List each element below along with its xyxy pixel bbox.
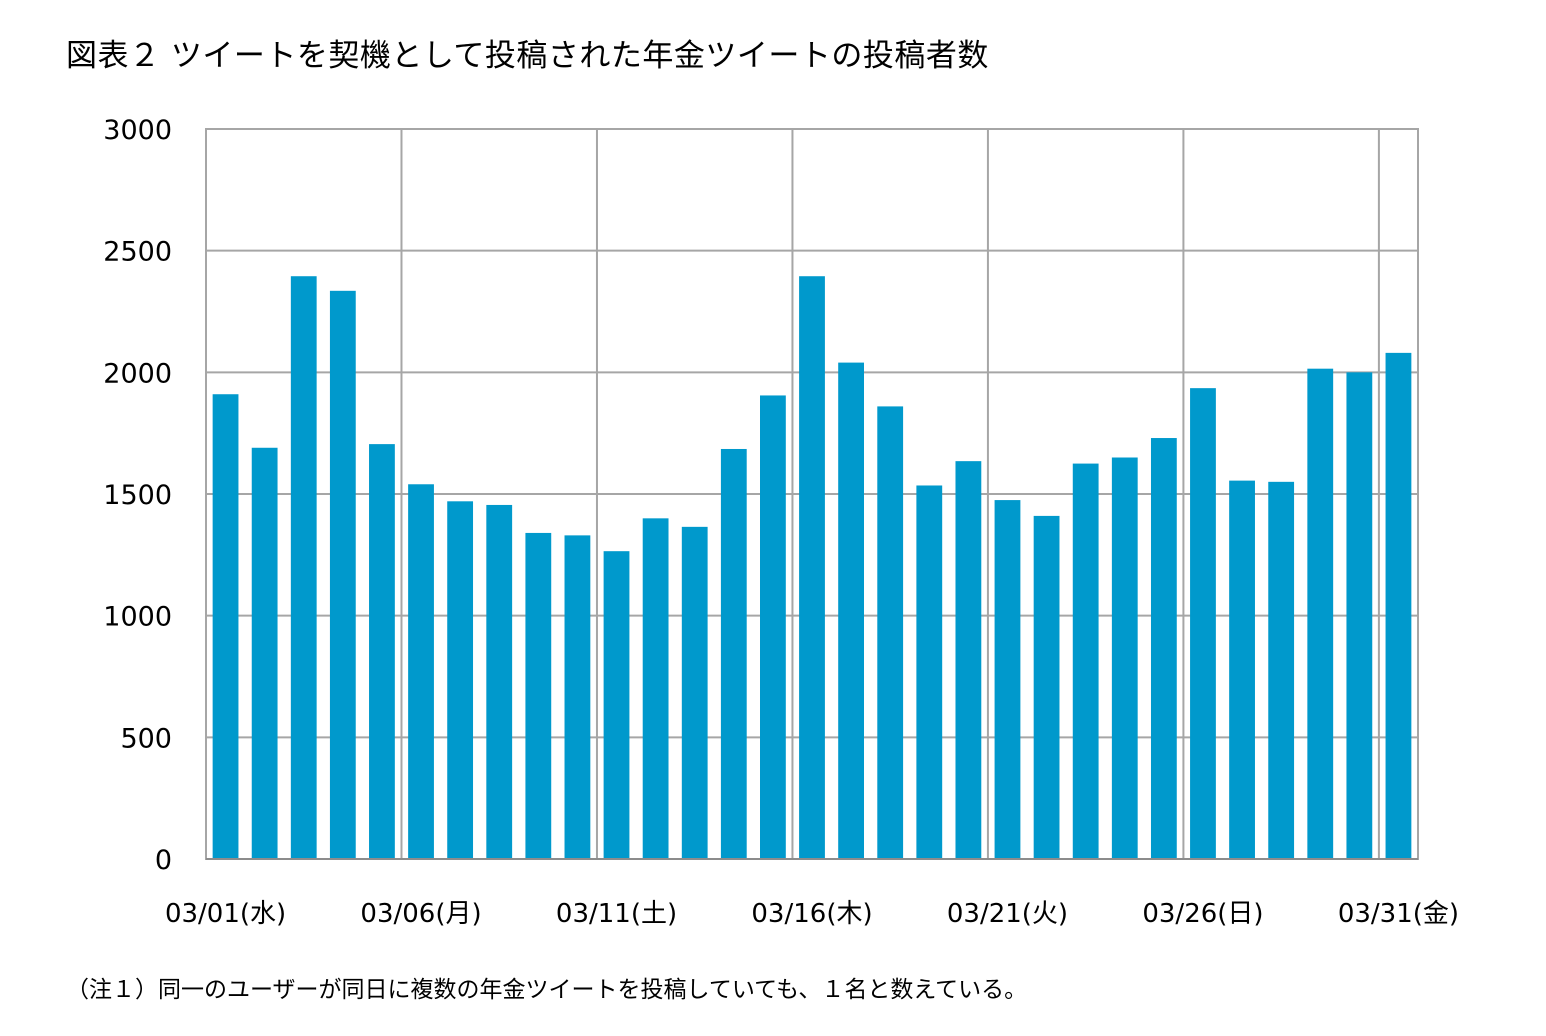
bar: [447, 501, 474, 859]
bar: [642, 518, 669, 859]
bar: [1346, 372, 1373, 859]
bar: [720, 448, 747, 859]
x-tick-label: 03/01(水): [165, 899, 286, 929]
x-axis-ticks: 03/01(水) 03/06(月) 03/11(土) 03/16(木) 03/21(火)…: [165, 899, 1459, 929]
bar: [1190, 388, 1216, 859]
y-tick-label: 1500: [103, 480, 172, 511]
bar: [486, 504, 513, 859]
bar: [251, 447, 278, 859]
bar: [329, 290, 356, 860]
bar: [603, 551, 630, 859]
bar: [955, 461, 982, 859]
y-axis-ticks: 0 500 1000 1500 2000 2500 3000: [103, 115, 172, 876]
x-tick-label: 03/26(日): [1142, 899, 1263, 929]
bar: [681, 526, 708, 859]
y-tick-label: 3000: [103, 115, 172, 146]
y-tick-label: 1000: [103, 602, 172, 633]
bar: [525, 532, 552, 859]
bar: [799, 276, 825, 859]
y-tick-label: 2500: [103, 237, 172, 268]
bar: [564, 535, 591, 859]
bar: [877, 406, 904, 859]
bar: [1307, 368, 1334, 859]
bar: [1150, 438, 1177, 859]
bar: [994, 500, 1021, 859]
bar: [760, 395, 786, 859]
bar: [1072, 463, 1099, 859]
y-tick-label: 0: [155, 845, 172, 876]
bar: [290, 276, 317, 859]
bar: [408, 484, 434, 859]
plot-frame: [205, 128, 1419, 860]
bar: [916, 485, 943, 859]
bar: [1229, 480, 1255, 859]
bar: [369, 444, 395, 859]
bar: [212, 394, 239, 859]
bar: [838, 362, 864, 859]
bar: [1033, 515, 1060, 859]
bar: [1385, 352, 1412, 859]
y-tick-label: 500: [120, 723, 172, 754]
x-tick-label: 03/06(月): [360, 899, 481, 929]
x-tick-label: 03/21(火): [947, 899, 1068, 929]
chart-title: 図表２ ツイートを契機として投稿された年金ツイートの投稿者数: [66, 38, 989, 74]
x-tick-label: 03/31(金): [1338, 899, 1459, 929]
bar: [1111, 457, 1138, 859]
x-tick-label: 03/16(木): [751, 899, 872, 929]
y-tick-label: 2000: [103, 358, 172, 389]
bars: [212, 276, 1412, 860]
x-tick-label: 03/11(土): [556, 899, 677, 929]
chart-note: （注１）同一のユーザーが同日に複数の年金ツイートを投稿していても、１名と数えてい…: [66, 977, 1028, 1003]
bar: [1268, 481, 1295, 859]
